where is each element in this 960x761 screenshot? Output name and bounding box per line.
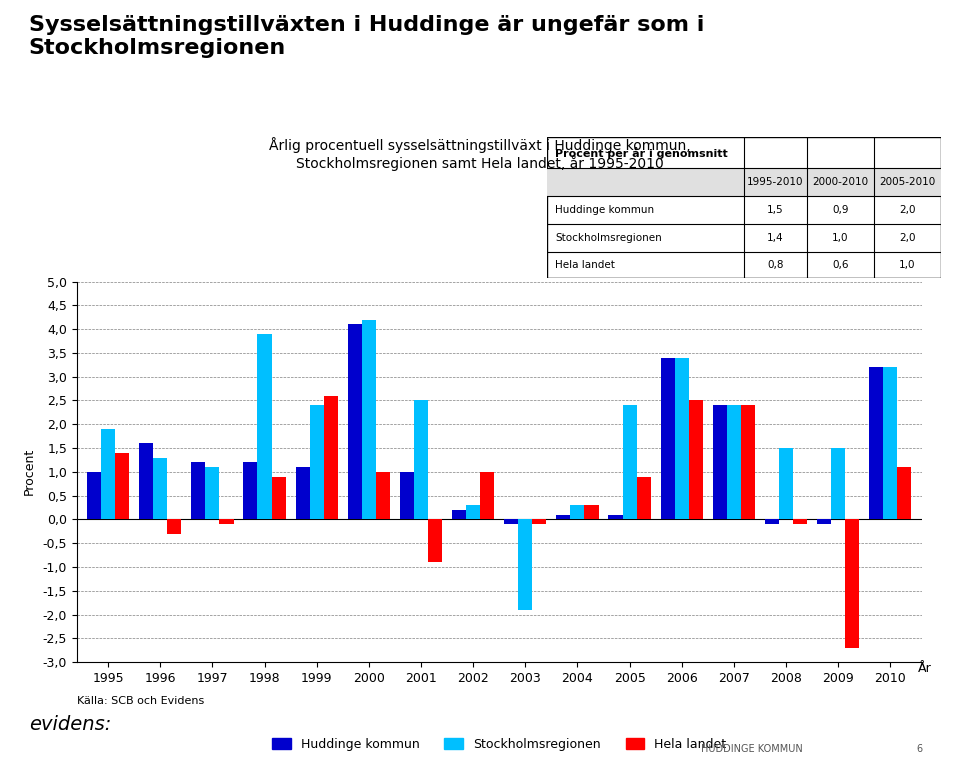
Bar <box>622 405 636 519</box>
Text: Procent per år i genomsnitt: Procent per år i genomsnitt <box>555 146 728 158</box>
Legend: Huddinge kommun, Stockholmsregionen, Hela landet: Huddinge kommun, Stockholmsregionen, Hel… <box>267 733 732 756</box>
Text: 1,5: 1,5 <box>767 205 783 215</box>
Bar <box>400 472 414 519</box>
Bar <box>845 519 859 648</box>
Y-axis label: Procent: Procent <box>23 448 36 495</box>
Bar <box>414 400 428 519</box>
Bar <box>741 405 755 519</box>
Bar <box>609 514 622 519</box>
Text: evidens:: evidens: <box>29 715 111 734</box>
Bar <box>310 405 324 519</box>
Text: Hela landet: Hela landet <box>555 260 615 270</box>
Bar <box>220 519 233 524</box>
Bar <box>898 467 911 519</box>
Bar <box>688 400 703 519</box>
Text: 2000-2010: 2000-2010 <box>812 177 869 187</box>
Bar <box>793 519 807 524</box>
Bar <box>636 476 651 519</box>
Text: 0,9: 0,9 <box>832 205 849 215</box>
Bar <box>779 448 793 519</box>
Bar <box>101 429 115 519</box>
Text: 0,6: 0,6 <box>832 260 849 270</box>
Bar <box>244 462 257 519</box>
Bar <box>272 476 286 519</box>
Text: Årlig procentuell sysselsättningstillväxt i Huddinge kommun,
Stockholmsregionen : Årlig procentuell sysselsättningstillväx… <box>269 137 691 171</box>
Bar <box>869 368 883 519</box>
Bar <box>362 320 376 519</box>
Text: 1,0: 1,0 <box>832 234 849 244</box>
Bar <box>167 519 181 533</box>
Bar <box>765 519 779 524</box>
Text: 6: 6 <box>917 743 923 754</box>
Bar <box>556 514 570 519</box>
Bar <box>154 457 167 519</box>
Text: År: År <box>918 662 931 675</box>
Bar <box>348 324 362 519</box>
Bar <box>87 472 101 519</box>
Bar <box>296 467 310 519</box>
Text: HUDDINGE KOMMUN: HUDDINGE KOMMUN <box>701 743 803 754</box>
Text: Källa: SCB och Evidens: Källa: SCB och Evidens <box>77 696 204 706</box>
Bar <box>712 405 727 519</box>
Bar <box>428 519 443 562</box>
Text: 2005-2010: 2005-2010 <box>879 177 935 187</box>
Text: 1,0: 1,0 <box>900 260 916 270</box>
Bar <box>727 405 741 519</box>
Bar <box>467 505 480 519</box>
Text: 1,4: 1,4 <box>767 234 783 244</box>
Bar <box>115 453 130 519</box>
Bar <box>257 334 272 519</box>
Text: 2,0: 2,0 <box>900 234 916 244</box>
Bar <box>324 396 338 519</box>
Bar <box>831 448 845 519</box>
Text: Sysselsättningstillväxten i Huddinge är ungefär som i
Stockholmsregionen: Sysselsättningstillväxten i Huddinge är … <box>29 15 705 59</box>
Text: 2,0: 2,0 <box>900 205 916 215</box>
Bar <box>585 505 598 519</box>
Bar <box>532 519 546 524</box>
Bar <box>205 467 220 519</box>
Bar <box>504 519 518 524</box>
Bar <box>191 462 205 519</box>
Bar <box>817 519 831 524</box>
Bar <box>675 358 688 519</box>
Text: 0,8: 0,8 <box>767 260 783 270</box>
Bar <box>547 168 941 196</box>
Bar <box>883 368 898 519</box>
Text: Stockholmsregionen: Stockholmsregionen <box>555 234 661 244</box>
Text: Huddinge kommun: Huddinge kommun <box>555 205 654 215</box>
Bar <box>480 472 494 519</box>
Bar <box>570 505 585 519</box>
Bar <box>452 510 467 519</box>
Bar <box>518 519 532 610</box>
Bar <box>139 443 154 519</box>
Text: 1995-2010: 1995-2010 <box>747 177 804 187</box>
Bar <box>376 472 390 519</box>
Bar <box>660 358 675 519</box>
